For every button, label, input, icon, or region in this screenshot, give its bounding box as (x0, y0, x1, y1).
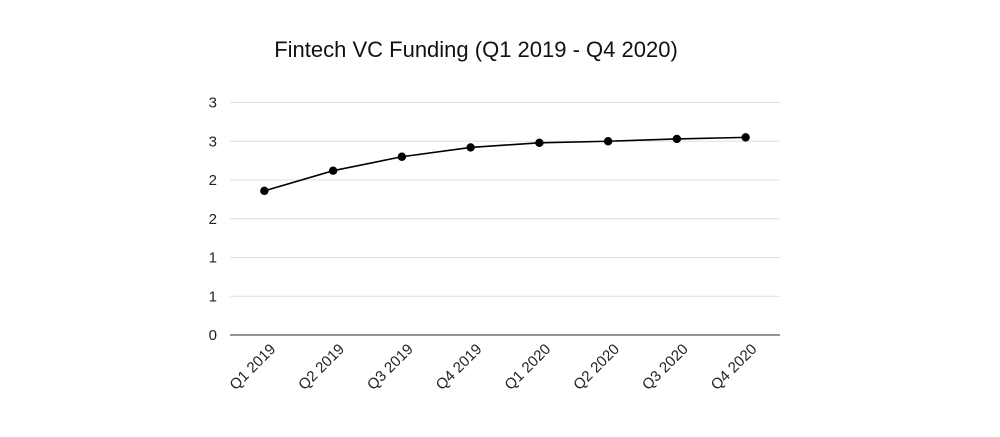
x-tick-label: Q3 2019 (364, 341, 417, 394)
x-tick-label: Q4 2020 (708, 341, 761, 394)
y-tick-label: 1 (209, 288, 217, 305)
chart-title: Fintech VC Funding (Q1 2019 - Q4 2020) (274, 37, 678, 62)
x-tick-label: Q2 2019 (295, 341, 348, 394)
y-tick-label: 2 (209, 211, 217, 228)
data-point (466, 143, 475, 152)
data-point (741, 133, 750, 142)
data-point (603, 137, 613, 146)
x-tick-label: Q2 2020 (570, 341, 623, 394)
x-tick-label: Q1 2020 (501, 341, 554, 394)
data-point (535, 138, 544, 147)
series-line (264, 136, 746, 192)
y-tick-label: 3 (209, 95, 217, 112)
data-point (672, 134, 682, 144)
y-tick-label: 3 (209, 133, 217, 150)
y-tick-label: 2 (209, 172, 217, 189)
x-tick-label: Q3 2020 (639, 341, 692, 394)
y-tick-label: 0 (209, 327, 217, 344)
x-tick-label: Q1 2019 (226, 341, 279, 394)
data-point (260, 186, 269, 196)
y-tick-label: 1 (209, 250, 217, 267)
x-tick-label: Q4 2019 (433, 341, 486, 394)
data-point (397, 152, 407, 161)
data-point (328, 166, 338, 175)
